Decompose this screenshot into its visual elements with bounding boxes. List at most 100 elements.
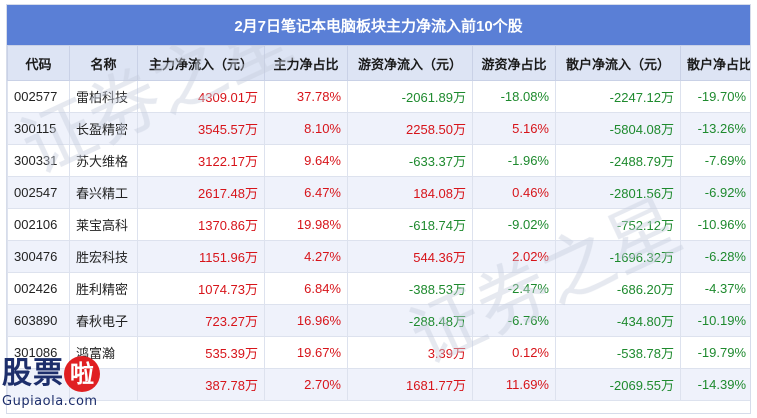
cell-code: 300115: [7, 112, 70, 145]
cell-main-inflow: 535.39万: [137, 336, 265, 369]
cell-hot-pct: 5.16%: [472, 112, 556, 145]
cell-code: 002577: [7, 80, 70, 113]
table-row: 300476 胜宏科技 1151.96万 4.27% 544.36万 2.02% -1696…: [7, 240, 750, 273]
cell-hot-inflow: -388.53万: [347, 272, 473, 305]
cell-hot-inflow: -288.48万: [347, 304, 473, 337]
cell-retail-inflow: -434.80万: [555, 304, 681, 337]
cell-main-pct: 19.98%: [264, 208, 348, 241]
cell-retail-inflow: -1696.32万: [555, 240, 681, 273]
table-row: 300331 苏大维格 3122.17万 9.64% -633.37万 -1.96% -24…: [7, 144, 750, 177]
cell-code: 002426: [7, 272, 70, 305]
cell-retail-pct: -14.39%: [680, 368, 750, 401]
cell-retail-inflow: -686.20万: [555, 272, 681, 305]
cell-main-pct: 37.78%: [264, 80, 348, 113]
data-table-card: 2月7日笔记本电脑板块主力净流入前10个股 代码 名称 主力净流入（元） 主力净…: [6, 4, 751, 414]
col-header-retail-inflow: 散户净流入（元）: [555, 45, 681, 81]
cell-main-inflow: 3545.57万: [137, 112, 265, 145]
cell-code: 603890: [7, 304, 70, 337]
cell-main-pct: 2.70%: [264, 368, 348, 401]
cell-main-pct: 6.84%: [264, 272, 348, 305]
cell-retail-inflow: -5804.08万: [555, 112, 681, 145]
cell-retail-inflow: -2069.55万: [555, 368, 681, 401]
cell-retail-pct: -7.69%: [680, 144, 750, 177]
cell-retail-pct: -19.70%: [680, 80, 750, 113]
cell-retail-pct: -4.37%: [680, 272, 750, 305]
cell-name: 春秋电子: [69, 304, 138, 337]
col-header-main-pct: 主力净占比: [264, 45, 348, 81]
cell-retail-pct: -13.26%: [680, 112, 750, 145]
cell-hot-inflow: 3.39万: [347, 336, 473, 369]
table-row: 002577 雷柏科技 4309.01万 37.78% -2061.89万 -18.08%…: [7, 80, 750, 113]
col-header-retail-pct: 散户净占比: [680, 45, 750, 81]
table-row: 002547 春兴精工 2617.48万 6.47% 184.08万 0.46% -2801…: [7, 176, 750, 209]
cell-main-inflow: 4309.01万: [137, 80, 265, 113]
cell-main-pct: 19.67%: [264, 336, 348, 369]
col-header-hot-inflow: 游资净流入（元）: [347, 45, 473, 81]
cell-hot-inflow: -633.37万: [347, 144, 473, 177]
col-header-code: 代码: [7, 45, 70, 81]
cell-hot-inflow: -618.74万: [347, 208, 473, 241]
logo-char-2: 票: [33, 356, 63, 391]
cell-hot-pct: -1.96%: [472, 144, 556, 177]
cell-name: 鸿富瀚: [69, 336, 138, 369]
cell-main-pct: 8.10%: [264, 112, 348, 145]
cell-main-inflow: 1151.96万: [137, 240, 265, 273]
cell-hot-pct: -9.02%: [472, 208, 556, 241]
cell-hot-inflow: 1681.77万: [347, 368, 473, 401]
table-row: 301086 鸿富瀚 535.39万 19.67% 3.39万 0.12% -538.78万…: [7, 336, 750, 369]
cell-retail-pct: -10.96%: [680, 208, 750, 241]
table-row: 002426 胜利精密 1074.73万 6.84% -388.53万 -2.47% -68…: [7, 272, 750, 305]
cell-hot-pct: 0.46%: [472, 176, 556, 209]
logo-site-text: Gupiaola.com: [2, 394, 98, 409]
cell-code: 002106: [7, 208, 70, 241]
cell-main-inflow: 2617.48万: [137, 176, 265, 209]
table-row: 387.78万 2.70% 1681.77万 11.69% -2069.55万 -14.3…: [7, 368, 750, 401]
cell-name: 胜宏科技: [69, 240, 138, 273]
cell-hot-pct: 2.02%: [472, 240, 556, 273]
col-header-name: 名称: [69, 45, 138, 81]
cell-main-pct: 9.64%: [264, 144, 348, 177]
site-logo: 股 票 啦 Gupiaola.com: [2, 356, 120, 416]
cell-retail-inflow: -2247.12万: [555, 80, 681, 113]
cell-main-pct: 6.47%: [264, 176, 348, 209]
cell-hot-pct: 11.69%: [472, 368, 556, 401]
cell-name: 长盈精密: [69, 112, 138, 145]
table-row: 002106 莱宝高科 1370.86万 19.98% -618.74万 -9.02% -7…: [7, 208, 750, 241]
cell-hot-inflow: 544.36万: [347, 240, 473, 273]
cell-retail-pct: -19.79%: [680, 336, 750, 369]
logo-char-3: 啦: [64, 356, 100, 392]
cell-main-inflow: 723.27万: [137, 304, 265, 337]
cell-retail-pct: -10.19%: [680, 304, 750, 337]
cell-hot-pct: -6.76%: [472, 304, 556, 337]
cell-code: 300331: [7, 144, 70, 177]
cell-main-inflow: 387.78万: [137, 368, 265, 401]
cell-name: 胜利精密: [69, 272, 138, 305]
table-title: 2月7日笔记本电脑板块主力净流入前10个股: [7, 5, 750, 45]
cell-retail-inflow: -2488.79万: [555, 144, 681, 177]
table-row: 603890 春秋电子 723.27万 16.96% -288.48万 -6.76% -43…: [7, 304, 750, 337]
cell-name: 苏大维格: [69, 144, 138, 177]
col-header-main-inflow: 主力净流入（元）: [137, 45, 265, 81]
cell-main-pct: 16.96%: [264, 304, 348, 337]
cell-hot-pct: -18.08%: [472, 80, 556, 113]
cell-retail-pct: -6.92%: [680, 176, 750, 209]
logo-char-1: 股: [2, 356, 32, 391]
cell-name: 莱宝高科: [69, 208, 138, 241]
cell-retail-inflow: -538.78万: [555, 336, 681, 369]
col-header-hot-pct: 游资净占比: [472, 45, 556, 81]
cell-hot-inflow: 184.08万: [347, 176, 473, 209]
cell-hot-pct: -2.47%: [472, 272, 556, 305]
cell-code: [7, 368, 70, 401]
cell-code: 002547: [7, 176, 70, 209]
fund-flow-table: 代码 名称 主力净流入（元） 主力净占比 游资净流入（元） 游资净占比 散户净流…: [7, 45, 750, 401]
cell-name: 春兴精工: [69, 176, 138, 209]
cell-retail-inflow: -752.12万: [555, 208, 681, 241]
cell-code: 300476: [7, 240, 70, 273]
cell-retail-pct: -6.28%: [680, 240, 750, 273]
cell-hot-inflow: 2258.50万: [347, 112, 473, 145]
table-header-row: 代码 名称 主力净流入（元） 主力净占比 游资净流入（元） 游资净占比 散户净流…: [7, 45, 750, 81]
table-row: 300115 长盈精密 3545.57万 8.10% 2258.50万 5.16% -580…: [7, 112, 750, 145]
cell-main-pct: 4.27%: [264, 240, 348, 273]
cell-main-inflow: 1074.73万: [137, 272, 265, 305]
cell-hot-pct: 0.12%: [472, 336, 556, 369]
